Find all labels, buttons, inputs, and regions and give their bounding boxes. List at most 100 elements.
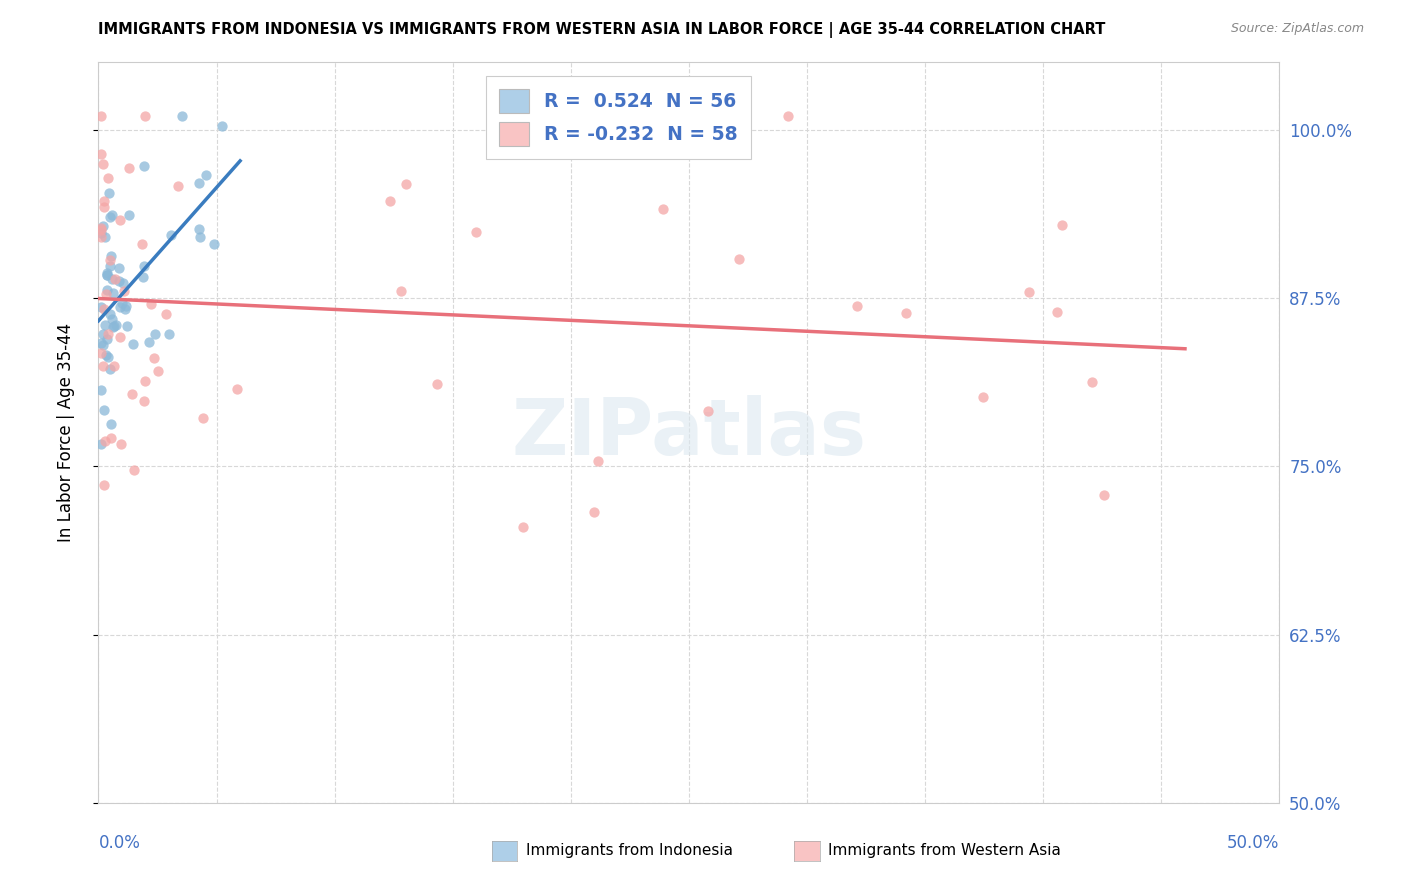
Point (101, 286, 124, 301)
Point (93, 403, 115, 417)
Point (426, 377, 449, 392)
Point (389, 284, 412, 298)
Point (132, 259, 155, 273)
Point (464, 225, 486, 239)
Point (1046, 305, 1069, 319)
Point (108, 274, 131, 288)
Point (108, 300, 131, 314)
Point (378, 194, 401, 209)
Point (188, 222, 211, 236)
Point (1080, 376, 1102, 390)
Point (111, 296, 134, 310)
Y-axis label: In Labor Force | Age 35-44: In Labor Force | Age 35-44 (56, 323, 75, 542)
Point (108, 213, 131, 227)
Point (98, 186, 121, 200)
Point (134, 109, 156, 123)
Point (91, 338, 114, 352)
Point (167, 178, 190, 193)
Point (118, 208, 141, 222)
Point (98, 362, 121, 376)
Point (586, 454, 609, 468)
Point (97, 170, 120, 185)
Point (118, 161, 141, 175)
Point (90, 300, 112, 314)
Point (96, 268, 118, 282)
Point (93, 477, 115, 491)
Point (157, 326, 180, 341)
Point (100, 417, 122, 431)
Point (155, 307, 177, 321)
Point (104, 272, 127, 286)
Point (98, 210, 121, 224)
Legend: R =  0.524  N = 56, R = -0.232  N = 58: R = 0.524 N = 56, R = -0.232 N = 58 (485, 76, 751, 160)
Point (1050, 219, 1073, 233)
Point (582, 505, 605, 519)
Point (90, 383, 112, 397)
Point (121, 387, 143, 401)
Point (94, 348, 117, 362)
Point (187, 176, 209, 190)
Point (131, 236, 153, 251)
Point (96, 283, 118, 297)
Point (93, 230, 115, 244)
Text: ZIPatlas: ZIPatlas (512, 394, 866, 471)
Point (96, 267, 118, 281)
Point (103, 359, 125, 373)
Point (142, 351, 165, 366)
Text: Immigrants from Western Asia: Immigrants from Western Asia (828, 844, 1062, 858)
Point (107, 260, 129, 275)
Point (115, 299, 138, 313)
Point (93, 194, 115, 208)
Point (776, 109, 799, 123)
Point (972, 390, 994, 404)
Point (91, 156, 114, 170)
Point (202, 237, 225, 252)
Point (93, 434, 115, 449)
Point (846, 299, 869, 313)
Point (195, 169, 218, 183)
Point (90, 229, 112, 244)
Point (143, 326, 166, 341)
Point (98, 253, 121, 268)
Point (100, 272, 122, 286)
Point (100, 249, 122, 263)
Point (211, 119, 233, 133)
Text: Immigrants from Indonesia: Immigrants from Indonesia (526, 844, 733, 858)
Point (696, 403, 718, 417)
Point (96, 332, 118, 346)
Point (91, 326, 114, 341)
Point (132, 393, 155, 408)
Point (894, 306, 917, 320)
Point (146, 363, 169, 377)
Point (132, 270, 155, 285)
Point (188, 229, 211, 244)
Point (226, 382, 249, 396)
Point (98, 306, 121, 320)
Point (104, 318, 127, 332)
Point (138, 334, 160, 349)
Point (90, 146, 112, 161)
Point (114, 301, 136, 316)
Point (110, 437, 132, 451)
Point (98, 259, 121, 273)
Point (394, 177, 416, 191)
Point (132, 159, 155, 173)
Point (93, 301, 115, 316)
Point (96, 268, 118, 282)
Text: IMMIGRANTS FROM INDONESIA VS IMMIGRANTS FROM WESTERN ASIA IN LABOR FORCE | AGE 3: IMMIGRANTS FROM INDONESIA VS IMMIGRANTS … (98, 22, 1105, 38)
Point (90, 226, 112, 240)
Point (1018, 285, 1040, 299)
Point (121, 337, 143, 351)
Point (100, 431, 122, 445)
Point (93, 200, 115, 214)
Point (94, 318, 117, 333)
Point (191, 411, 214, 425)
Point (96, 287, 118, 301)
Point (1092, 488, 1115, 502)
Point (112, 284, 135, 298)
Point (159, 227, 181, 242)
Text: 50.0%: 50.0% (1227, 834, 1279, 852)
Point (90, 109, 112, 123)
Point (96, 327, 118, 342)
Point (91, 359, 114, 373)
